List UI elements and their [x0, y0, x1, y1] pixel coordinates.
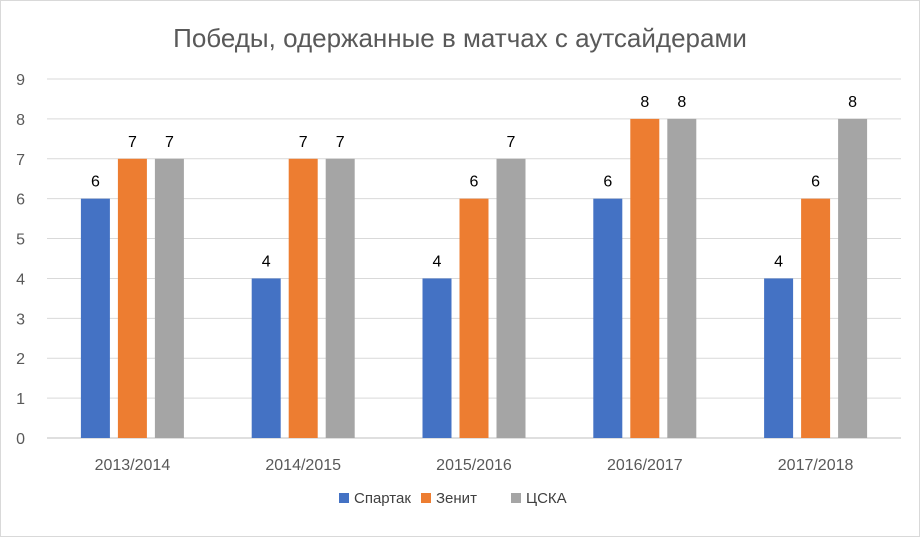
data-label: 7 — [165, 134, 174, 151]
bar — [117, 158, 147, 438]
bar — [496, 158, 526, 438]
y-tick-label: 2 — [16, 351, 25, 368]
legend: Спартак Зенит ЦСКА — [339, 490, 567, 507]
bar — [251, 278, 281, 438]
data-label: 8 — [677, 94, 686, 111]
y-tick-label: 6 — [16, 192, 25, 209]
legend-swatch — [511, 493, 521, 503]
x-tick-label: 2016/2017 — [607, 457, 683, 474]
data-label: 4 — [262, 253, 271, 270]
data-label: 6 — [603, 174, 612, 191]
x-tick-label: 2015/2016 — [436, 457, 512, 474]
bar — [459, 198, 489, 438]
legend-label: Зенит — [436, 490, 477, 507]
bar — [667, 118, 697, 438]
bar — [764, 278, 794, 438]
legend-item: Зенит — [421, 490, 477, 507]
data-label: 7 — [336, 134, 345, 151]
data-label: 6 — [470, 174, 479, 191]
legend-item: Спартак — [339, 490, 411, 507]
bar — [630, 118, 660, 438]
data-label: 4 — [433, 253, 442, 270]
legend-label: Спартак — [354, 490, 411, 507]
x-tick-label: 2017/2018 — [778, 457, 854, 474]
x-tick-label: 2013/2014 — [95, 457, 171, 474]
chart-title: Победы, одержанные в матчах с аутсайдера… — [173, 23, 747, 53]
data-label: 8 — [640, 94, 649, 111]
y-axis-ticks: 0 1 2 3 4 5 6 7 8 9 — [16, 72, 25, 448]
data-label: 4 — [774, 253, 783, 270]
bar — [422, 278, 452, 438]
y-tick-label: 1 — [16, 391, 25, 408]
data-label: 8 — [848, 94, 857, 111]
data-labels: 6 7 7 4 7 7 4 6 7 6 8 8 4 6 8 — [91, 94, 857, 271]
legend-item: ЦСКА — [511, 490, 567, 507]
y-tick-label: 8 — [16, 112, 25, 129]
legend-swatch — [421, 493, 431, 503]
data-label: 7 — [128, 134, 137, 151]
legend-swatch — [339, 493, 349, 503]
y-tick-label: 7 — [16, 152, 25, 169]
bar — [325, 158, 355, 438]
bar — [288, 158, 318, 438]
y-tick-label: 4 — [16, 271, 25, 288]
data-label: 6 — [811, 174, 820, 191]
data-label: 7 — [507, 134, 516, 151]
bar — [80, 198, 110, 438]
bar — [593, 198, 623, 438]
data-label: 6 — [91, 174, 100, 191]
legend-label: ЦСКА — [526, 490, 567, 507]
y-tick-label: 9 — [16, 72, 25, 89]
y-tick-label: 0 — [16, 431, 25, 448]
x-axis-ticks: 2013/2014 2014/2015 2015/2016 2016/2017 2017… — [95, 457, 854, 474]
bars — [80, 118, 868, 438]
bar — [801, 198, 831, 438]
y-tick-label: 3 — [16, 311, 25, 328]
data-label: 7 — [299, 134, 308, 151]
y-tick-label: 5 — [16, 232, 25, 249]
bar — [838, 118, 868, 438]
bar — [154, 158, 184, 438]
x-tick-label: 2014/2015 — [265, 457, 341, 474]
